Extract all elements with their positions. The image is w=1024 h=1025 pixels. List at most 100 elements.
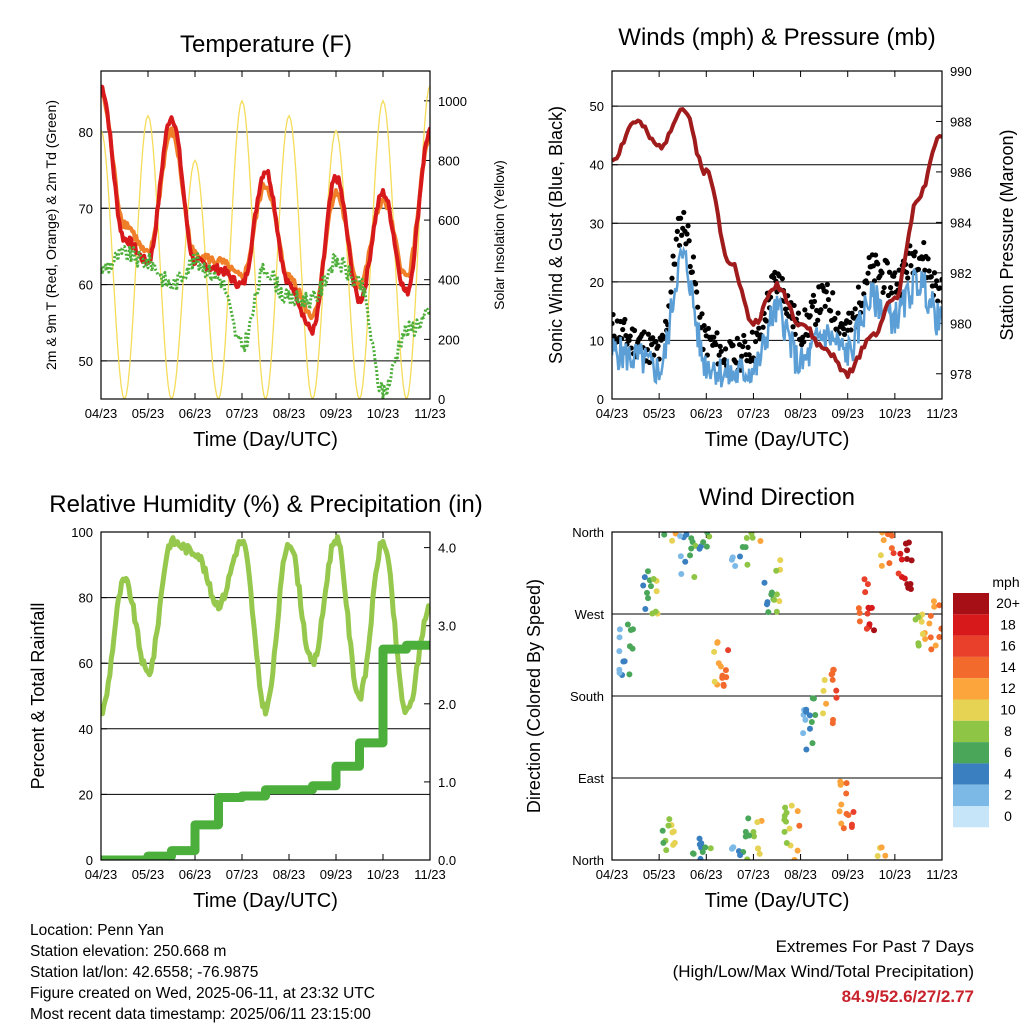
direction-point [820, 710, 827, 717]
gust-point [757, 336, 763, 342]
gust-point [685, 223, 691, 229]
direction-point [722, 667, 729, 674]
series-line-station-pressure [612, 107, 942, 380]
chart-title: Temperature (F) [180, 31, 352, 58]
y-tick-label: South [570, 689, 604, 704]
y-right-tick-label: 980 [950, 316, 972, 331]
gust-point [699, 311, 705, 317]
x-tick-label: 05/23 [132, 867, 165, 882]
gust-point [805, 332, 811, 338]
extremes-values: 84.9/52.6/27/2.77 [841, 987, 974, 1006]
y-tick-label: East [578, 771, 604, 786]
direction-point [756, 850, 763, 857]
direction-point [647, 583, 654, 590]
y-tick-label: 100 [71, 525, 93, 540]
direction-point [688, 545, 695, 552]
direction-point [823, 700, 830, 707]
direction-point [773, 567, 780, 574]
direction-point [677, 553, 684, 560]
direction-point [861, 576, 868, 583]
gust-point [881, 284, 887, 291]
y-tick-label: 60 [79, 656, 93, 671]
direction-point [878, 844, 885, 851]
direction-point [794, 847, 801, 854]
station-location: Location: Penn Yan [30, 922, 164, 939]
direction-point [927, 612, 934, 619]
direction-point [616, 626, 623, 633]
x-tick-label: 10/23 [879, 406, 912, 421]
gust-point [670, 253, 676, 259]
gust-point [955, 309, 960, 314]
gust-point [957, 309, 962, 314]
direction-point [629, 626, 636, 633]
gust-point [676, 242, 683, 249]
direction-point [689, 850, 696, 857]
gust-point [683, 241, 689, 247]
gust-point [894, 281, 900, 287]
direction-point [945, 631, 951, 637]
gust-point [849, 310, 855, 316]
direction-point [661, 532, 668, 538]
x-tick-label: 08/23 [273, 406, 306, 421]
x-tick-label: 08/23 [273, 867, 306, 882]
gust-point [612, 320, 615, 327]
direction-point [856, 618, 863, 625]
x-axis-label: Time (Day/UTC) [193, 429, 338, 451]
gust-point [948, 310, 953, 315]
x-tick-label: 04/23 [85, 406, 118, 421]
legend-label: 16 [1000, 638, 1016, 654]
gust-point [714, 330, 720, 336]
direction-point [700, 539, 707, 546]
y-tick-label: North [572, 853, 604, 868]
gust-point [841, 331, 848, 338]
gust-point [928, 274, 934, 280]
data-timestamp: Most recent data timestamp: 2025/06/11 2… [30, 1006, 371, 1023]
direction-point [904, 581, 911, 588]
direction-point [943, 603, 949, 609]
legend-label: 6 [1004, 744, 1012, 760]
direction-point [808, 719, 815, 726]
legend-swatch [953, 699, 989, 721]
gust-point [892, 270, 898, 276]
gust-point [926, 268, 932, 274]
direction-point [739, 544, 746, 551]
speed-legend: mph 20+ 18 16 14 12 10 8 6 4 2 0 [953, 574, 1020, 828]
direction-point [749, 534, 756, 541]
direction-point [864, 610, 871, 617]
chart-title: Winds (mph) & Pressure (mb) [618, 24, 935, 51]
station-latlon: Station lat/lon: 42.6558; -76.9875 [30, 964, 259, 981]
direction-point [781, 828, 788, 835]
gust-point [746, 352, 752, 358]
direction-point [653, 588, 660, 595]
figure-created: Figure created on Wed, 2025-06-11, at 23… [30, 985, 375, 1002]
direction-point [711, 678, 718, 685]
direction-point [783, 809, 790, 816]
series-line-sonic-wind [612, 245, 942, 388]
direction-point [888, 545, 895, 552]
gust-point [824, 281, 830, 288]
direction-point [744, 856, 751, 860]
y-right-tick-label: 400 [438, 273, 460, 288]
direction-point [702, 844, 709, 851]
x-tick-label: 09/23 [831, 867, 864, 882]
direction-point [703, 543, 710, 550]
x-tick-label: 07/23 [737, 406, 770, 421]
direction-point [809, 695, 816, 702]
direction-point [794, 808, 801, 815]
series-line-2m-td [101, 244, 430, 399]
direction-point [866, 621, 873, 628]
y-tick-label: 10 [590, 333, 604, 348]
gust-point [792, 331, 798, 337]
gust-point [701, 322, 707, 329]
x-tick-label: 10/23 [367, 867, 400, 882]
y-right-tick-label: 600 [438, 213, 460, 228]
gust-point [679, 232, 685, 238]
gust-point [921, 239, 927, 246]
direction-point [904, 547, 911, 554]
gust-point [847, 319, 853, 326]
direction-point [737, 553, 744, 560]
direction-point [850, 808, 857, 815]
direction-point [829, 676, 836, 683]
x-tick-label: 10/23 [879, 867, 912, 882]
